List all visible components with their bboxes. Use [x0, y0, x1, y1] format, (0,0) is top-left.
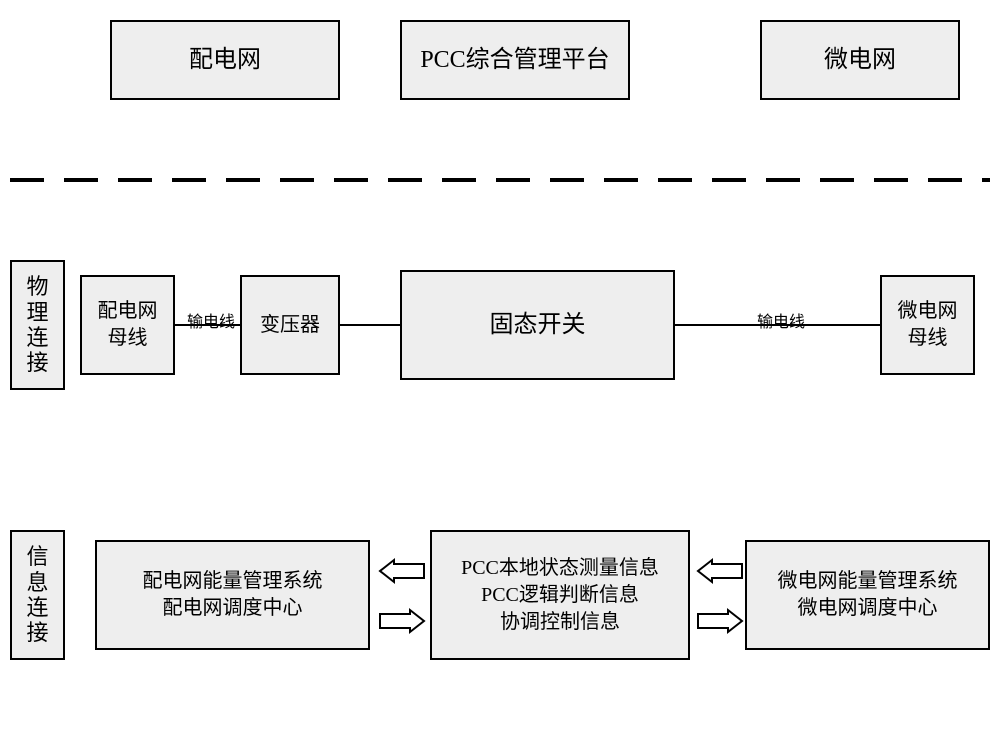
- section-label-information: 信 息 连 接: [10, 530, 65, 660]
- node-label: 配电网: [189, 44, 261, 76]
- node-label: PCC本地状态测量信息 PCC逻辑判断信息 协调控制信息: [461, 555, 659, 636]
- node-microgrid: 微电网: [760, 20, 960, 100]
- diagram-stage: 配电网 PCC综合管理平台 微电网 物 理 连 接 配电网 母线 变压器 固态开…: [0, 0, 1000, 745]
- node-microgrid-ems: 微电网能量管理系统 微电网调度中心: [745, 540, 990, 650]
- node-label: PCC综合管理平台: [420, 44, 609, 76]
- edge-label-transmission-line-2: 输电线: [755, 308, 807, 332]
- block-arrow-left-icon: [380, 560, 424, 582]
- node-label: 固态开关: [490, 309, 586, 341]
- node-distribution-bus: 配电网 母线: [80, 275, 175, 375]
- node-label: 微电网能量管理系统 微电网调度中心: [778, 568, 958, 622]
- node-solid-state-switch: 固态开关: [400, 270, 675, 380]
- edge-label-transmission-line-1: 输电线: [185, 308, 237, 332]
- node-distribution-ems: 配电网能量管理系统 配电网调度中心: [95, 540, 370, 650]
- node-label: 配电网能量管理系统 配电网调度中心: [143, 568, 323, 622]
- node-label: 配电网 母线: [98, 298, 158, 352]
- node-label: 变压器: [260, 312, 320, 339]
- block-arrow-right-icon: [380, 610, 424, 632]
- node-label: 微电网: [824, 44, 896, 76]
- node-microgrid-bus: 微电网 母线: [880, 275, 975, 375]
- node-label: 物 理 连 接: [26, 274, 48, 375]
- node-label: 信 息 连 接: [26, 544, 48, 645]
- node-transformer: 变压器: [240, 275, 340, 375]
- block-arrow-left-icon: [698, 560, 742, 582]
- node-pcc-platform: PCC综合管理平台: [400, 20, 630, 100]
- node-label: 微电网 母线: [898, 298, 958, 352]
- section-label-physical: 物 理 连 接: [10, 260, 65, 390]
- block-arrow-right-icon: [698, 610, 742, 632]
- node-distribution-grid: 配电网: [110, 20, 340, 100]
- node-pcc-info: PCC本地状态测量信息 PCC逻辑判断信息 协调控制信息: [430, 530, 690, 660]
